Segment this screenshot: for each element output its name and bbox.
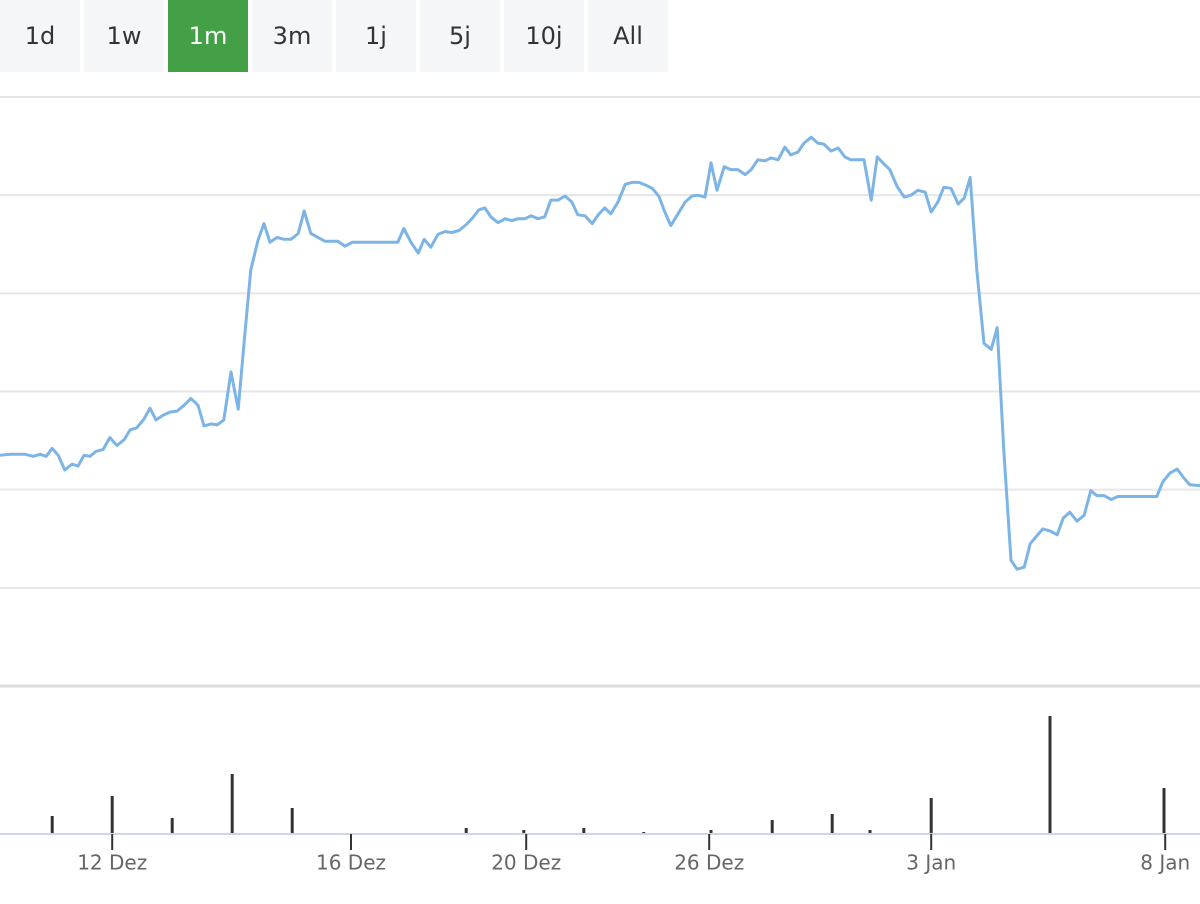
volume-bar <box>230 774 234 834</box>
range-button[interactable] <box>0 0 80 72</box>
volume-bar <box>770 820 774 834</box>
volume-bar <box>868 830 872 834</box>
x-tick-label: 16 Dez <box>316 851 386 875</box>
volume-bar <box>1162 788 1166 834</box>
volume-bar <box>50 816 54 834</box>
price-line <box>0 135 1200 571</box>
volume-bar <box>709 830 713 834</box>
range-button-label[interactable]: 10j <box>525 22 562 50</box>
x-tick-label: 20 Dez <box>491 851 561 875</box>
range-button-label[interactable]: 3m <box>273 22 312 50</box>
volume-bar <box>522 830 526 834</box>
range-button-label[interactable]: 5j <box>449 22 471 50</box>
range-button-label[interactable]: 1j <box>365 22 387 50</box>
volume-bar <box>830 814 834 834</box>
range-button-label[interactable]: 1d <box>25 22 56 50</box>
volume-bar <box>1048 716 1052 834</box>
range-button-label[interactable]: All <box>613 22 643 50</box>
range-button-label[interactable]: 1w <box>107 22 142 50</box>
volume-bar <box>170 818 174 834</box>
x-tick-label: 3 Jan <box>906 851 956 875</box>
x-tick-label: 12 Dez <box>77 851 147 875</box>
range-button[interactable] <box>504 0 584 72</box>
range-button[interactable] <box>420 0 500 72</box>
x-tick-label: 26 Dez <box>674 851 744 875</box>
range-button[interactable] <box>252 0 332 72</box>
range-button[interactable] <box>588 0 668 72</box>
volume-bar <box>464 828 468 834</box>
volume-bar <box>929 798 933 834</box>
range-button-label[interactable]: 1m <box>189 22 228 50</box>
volume-bar <box>110 796 114 834</box>
volume-bar <box>582 828 586 834</box>
x-tick-label: 8 Jan <box>1140 851 1190 875</box>
range-button[interactable] <box>336 0 416 72</box>
range-button[interactable] <box>84 0 164 72</box>
range-button[interactable] <box>168 0 248 72</box>
volume-bar <box>290 808 294 834</box>
